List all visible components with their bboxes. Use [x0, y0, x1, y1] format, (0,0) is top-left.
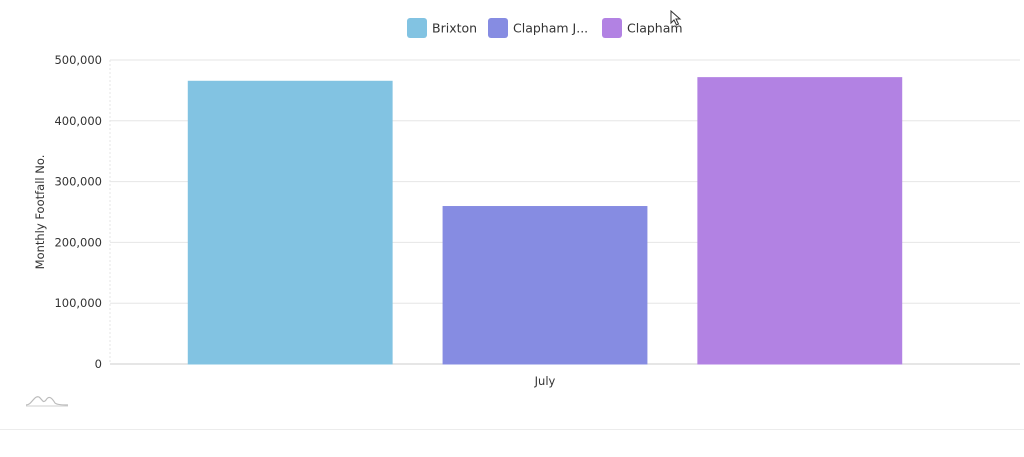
- y-tick-label: 500,000: [54, 53, 102, 67]
- x-tick-label: July: [534, 374, 556, 388]
- footer-divider: [0, 429, 1024, 430]
- legend-item[interactable]: Clapham J...: [488, 18, 588, 38]
- legend-item[interactable]: Brixton: [407, 18, 477, 38]
- legend-swatch: [488, 18, 508, 38]
- mouse-cursor-icon: [670, 10, 682, 26]
- bar-clapham[interactable]: [697, 77, 903, 365]
- bars: [187, 77, 903, 365]
- y-tick-label: 0: [95, 357, 102, 371]
- y-axis: 0 100,000 200,000 300,000 400,000 500,000: [54, 53, 111, 371]
- y-tick-label: 300,000: [54, 175, 102, 189]
- legend-item[interactable]: Clapham: [602, 18, 683, 38]
- legend-swatch: [602, 18, 622, 38]
- legend-label: Brixton: [432, 21, 477, 36]
- x-axis: July: [534, 374, 556, 388]
- y-axis-title: Monthly Footfall No.: [33, 155, 47, 270]
- y-tick-label: 100,000: [54, 296, 102, 310]
- y-tick-label: 200,000: [54, 235, 102, 249]
- bar-brixton[interactable]: [187, 80, 393, 365]
- legend-label: Clapham: [627, 21, 683, 36]
- legend: Brixton Clapham J... Clapham: [407, 18, 683, 38]
- sparkline-logo-icon: [25, 396, 69, 407]
- legend-label: Clapham J...: [513, 21, 588, 36]
- bar-clapham-junction[interactable]: [442, 206, 648, 365]
- y-tick-label: 400,000: [54, 114, 102, 128]
- legend-swatch: [407, 18, 427, 38]
